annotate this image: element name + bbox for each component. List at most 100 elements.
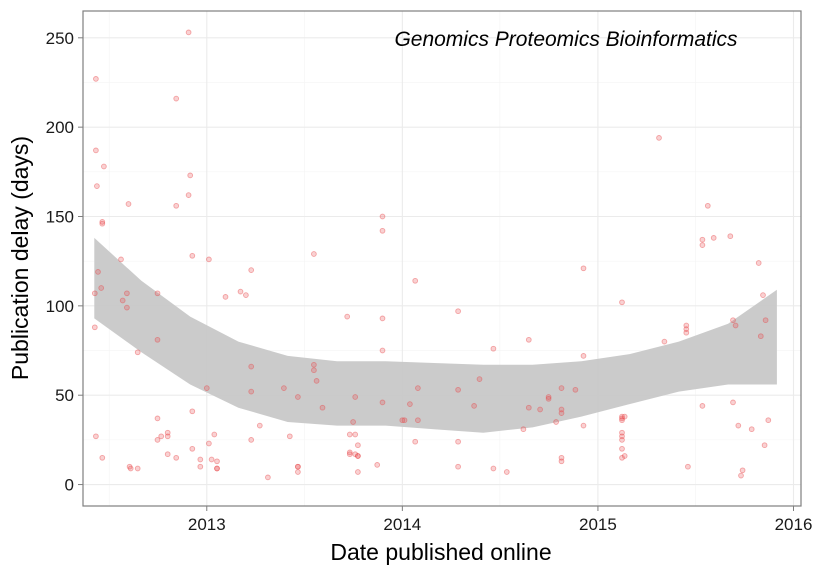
data-point: [346, 431, 353, 438]
data-point: [455, 463, 461, 470]
data-point: [189, 445, 196, 452]
data-point: [124, 304, 130, 311]
data-point: [355, 469, 361, 475]
data-point: [214, 465, 220, 472]
data-point: [134, 465, 141, 472]
data-point: [412, 438, 419, 445]
data-point: [476, 376, 483, 382]
data-point: [95, 269, 101, 275]
data-point: [415, 417, 421, 424]
x-axis-title: Date published online: [330, 539, 551, 565]
data-point: [164, 433, 171, 440]
data-point: [503, 469, 510, 475]
data-point: [164, 451, 171, 458]
data-point: [311, 367, 317, 374]
data-point: [704, 202, 711, 209]
data-point: [185, 29, 192, 36]
data-point: [755, 260, 762, 266]
data-point: [621, 453, 628, 459]
data-point: [727, 233, 734, 240]
data-point: [93, 147, 99, 154]
data-point: [187, 172, 194, 179]
data-point: [699, 242, 706, 248]
data-point: [619, 454, 625, 461]
data-point: [295, 463, 301, 470]
data-point: [311, 251, 317, 257]
data-point: [619, 413, 625, 420]
journal-annotation: Genomics Proteomics Bioinformatics: [394, 28, 738, 51]
data-point: [761, 442, 768, 449]
data-point: [243, 292, 249, 298]
data-point: [760, 292, 766, 298]
data-point: [237, 288, 244, 295]
data-point: [189, 252, 196, 259]
data-point: [173, 202, 180, 209]
data-points: [91, 29, 772, 481]
data-point: [558, 458, 565, 465]
data-point: [208, 456, 215, 463]
x-axis: 2013 2014 2015 2016: [188, 506, 812, 534]
data-point: [295, 463, 301, 470]
data-point: [683, 326, 690, 332]
data-point: [738, 472, 744, 479]
y-tick-label: 50: [55, 386, 74, 405]
data-point: [730, 399, 736, 406]
data-point: [281, 385, 287, 391]
data-point: [399, 417, 406, 424]
data-point: [355, 453, 361, 459]
data-point: [412, 277, 419, 284]
data-point: [248, 363, 255, 370]
data-point: [683, 322, 690, 329]
data-point: [248, 437, 255, 443]
data-point: [580, 353, 587, 359]
data-point: [415, 385, 421, 391]
data-point: [525, 336, 532, 343]
panel-border: [82, 10, 802, 507]
y-axis: 0 50 100 150 200 250: [46, 29, 83, 495]
data-point: [455, 308, 461, 315]
data-point: [93, 76, 99, 82]
data-point: [346, 451, 353, 458]
data-point: [154, 437, 161, 443]
data-point: [124, 290, 130, 297]
data-point: [127, 465, 134, 472]
data-point: [265, 474, 271, 481]
data-point: [619, 415, 625, 422]
data-point: [211, 431, 218, 438]
data-point: [125, 201, 132, 207]
data-point: [164, 429, 171, 436]
data-point: [158, 433, 165, 440]
y-tick-label: 200: [46, 118, 74, 137]
y-tick-label: 250: [46, 29, 74, 48]
data-point: [580, 422, 587, 429]
confidence-band: [94, 237, 777, 433]
data-point: [710, 235, 717, 241]
data-point: [490, 465, 497, 472]
data-point: [558, 454, 565, 461]
data-point: [619, 433, 625, 440]
data-point: [619, 437, 625, 443]
data-point: [732, 322, 739, 329]
data-point: [222, 294, 229, 300]
data-point: [91, 324, 98, 331]
data-point: [99, 220, 106, 227]
data-point: [735, 422, 742, 429]
data-point: [248, 388, 255, 395]
data-point: [537, 406, 543, 413]
y-axis-title: Publication delay (days): [7, 136, 33, 380]
data-point: [379, 399, 386, 406]
data-point: [214, 465, 220, 472]
data-point: [545, 395, 552, 402]
data-point: [739, 467, 746, 474]
data-point: [757, 333, 764, 340]
data-point: [355, 442, 361, 449]
data-point: [99, 219, 106, 225]
data-point: [572, 386, 579, 393]
data-point: [355, 453, 361, 459]
data-point: [762, 317, 769, 324]
data-point: [619, 445, 625, 452]
data-point: [748, 426, 755, 433]
data-point: [346, 449, 353, 456]
data-point: [685, 463, 691, 470]
